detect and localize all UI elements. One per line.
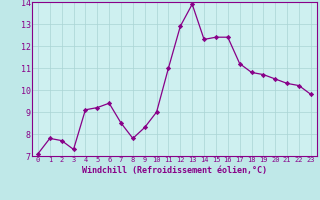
X-axis label: Windchill (Refroidissement éolien,°C): Windchill (Refroidissement éolien,°C) [82,166,267,175]
